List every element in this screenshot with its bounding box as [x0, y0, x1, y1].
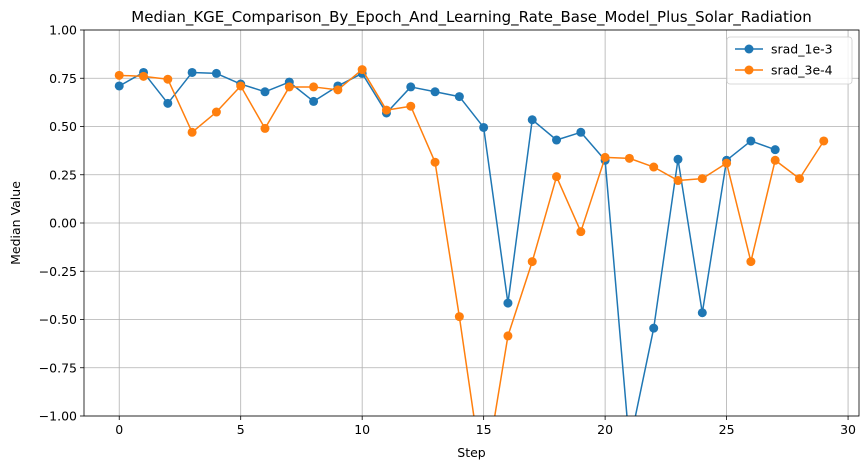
x-axis-label: Step: [457, 445, 486, 460]
y-axis-label: Median Value: [8, 181, 23, 265]
data-point: [211, 68, 221, 78]
data-point: [139, 71, 149, 81]
chart-title: Median_KGE_Comparison_By_Epoch_And_Learn…: [131, 8, 811, 27]
legend-label: srad_1e-3: [771, 42, 833, 57]
data-point: [527, 257, 537, 267]
data-point: [260, 123, 270, 133]
data-point: [309, 82, 319, 92]
legend-item: srad_3e-4: [735, 63, 833, 78]
data-point: [746, 136, 756, 146]
data-point: [381, 105, 391, 115]
y-tick-label: 0.25: [49, 167, 77, 182]
data-point: [624, 153, 634, 163]
data-point: [236, 81, 246, 91]
data-point: [819, 136, 829, 146]
y-tick-label: 0.75: [49, 71, 77, 86]
data-point: [673, 176, 683, 186]
data-point: [552, 135, 562, 145]
data-point: [649, 323, 659, 333]
data-point: [454, 312, 464, 322]
y-tick-label: 0.50: [49, 119, 77, 134]
data-point: [260, 87, 270, 97]
data-point: [406, 82, 416, 92]
series-line: [118, 71, 776, 416]
data-point: [600, 152, 610, 162]
data-point: [576, 227, 586, 237]
legend-marker: [744, 44, 754, 54]
data-point: [357, 65, 367, 75]
data-point: [649, 162, 659, 172]
data-point: [163, 98, 173, 108]
data-point: [430, 157, 440, 167]
x-tick-label: 10: [354, 422, 370, 437]
x-tick-label: 30: [840, 422, 856, 437]
data-point: [794, 174, 804, 184]
x-tick-label: 20: [597, 422, 613, 437]
series-srad_3e-4: [114, 65, 829, 416]
data-point: [722, 158, 732, 168]
data-point: [284, 82, 294, 92]
y-tick-label: −0.25: [39, 264, 77, 279]
x-tick-label: 15: [476, 422, 492, 437]
data-point: [697, 174, 707, 184]
data-point: [770, 155, 780, 165]
data-point: [576, 127, 586, 137]
data-point: [114, 70, 124, 80]
y-tick-label: 1.00: [49, 23, 77, 38]
legend-item: srad_1e-3: [735, 42, 833, 57]
x-tick-label: 5: [237, 422, 245, 437]
data-point: [552, 172, 562, 182]
data-point: [430, 87, 440, 97]
data-point: [503, 331, 513, 341]
data-point: [479, 122, 489, 132]
data-point: [187, 67, 197, 77]
y-tick-label: −1.00: [39, 409, 77, 424]
y-axis-ticks: −1.00 −0.75 −0.50 −0.25 0.00 0.25 0.50 0.75 1.00: [39, 23, 84, 424]
data-point: [406, 101, 416, 111]
data-point: [673, 154, 683, 164]
data-point: [697, 308, 707, 318]
legend-marker: [744, 65, 754, 75]
y-tick-label: −0.75: [39, 360, 77, 375]
data-point: [746, 257, 756, 267]
data-point: [211, 107, 221, 117]
x-axis-ticks: 0 5 10 15 20 25 30: [115, 416, 856, 437]
data-point: [625, 440, 634, 449]
data-point: [770, 145, 780, 155]
legend-label: srad_3e-4: [771, 63, 833, 78]
data-point: [527, 115, 537, 125]
data-point: [454, 92, 464, 102]
series-layer: [114, 65, 829, 449]
data-point: [503, 298, 513, 308]
series-line: [119, 68, 825, 416]
legend: srad_1e-3 srad_3e-4: [726, 36, 853, 85]
data-point: [333, 85, 343, 95]
data-point: [114, 81, 124, 91]
x-tick-label: 0: [115, 422, 123, 437]
y-tick-label: −0.50: [39, 312, 77, 327]
data-point: [309, 96, 319, 106]
y-tick-label: 0.00: [49, 216, 77, 231]
x-tick-label: 25: [719, 422, 735, 437]
data-point: [163, 74, 173, 84]
data-point: [187, 127, 197, 137]
